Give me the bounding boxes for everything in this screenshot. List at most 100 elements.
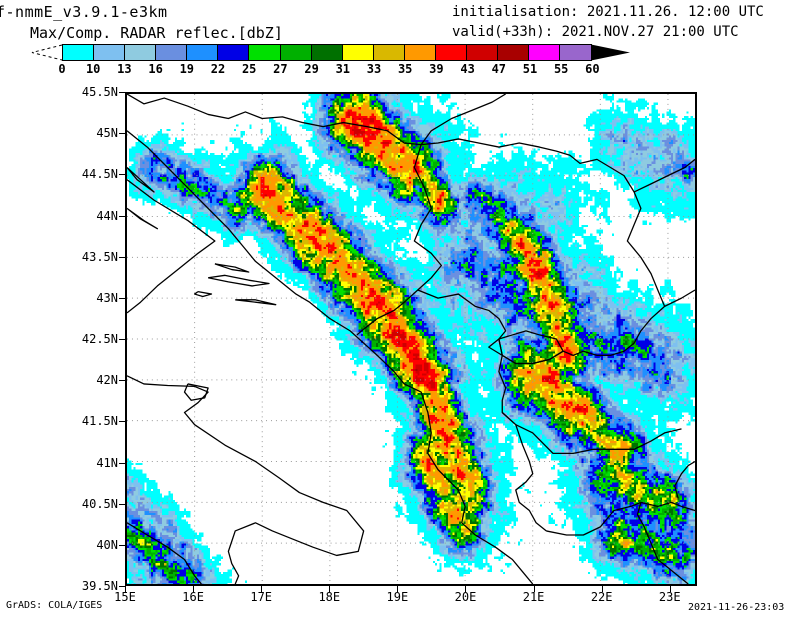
y-tick-41N: 41N xyxy=(96,455,118,470)
colorbar-tick-25: 25 xyxy=(241,62,257,76)
y-tick-mark xyxy=(119,174,125,176)
border-bosnia-serbia-border xyxy=(356,144,443,336)
colorbar-tick-27: 27 xyxy=(273,62,288,76)
y-tick-40N: 40N xyxy=(96,537,118,552)
grads-credit: GrADS: COLA/IGES xyxy=(6,600,103,611)
x-tick-21E: 21E xyxy=(522,590,545,604)
reflectivity-band-10dbz xyxy=(127,94,695,584)
colorbar: 0 10 13 16 19 22 25 27 29 31 33 35 39 43 47 51 55 60 xyxy=(30,44,690,76)
colorbar-swatch-29 xyxy=(311,45,343,60)
y-tick-mark xyxy=(119,339,125,340)
colorbar-swatch-27 xyxy=(280,45,312,60)
model-title: f-nmmE_v3.9.1-e3km xyxy=(0,3,168,21)
y-tick-mark xyxy=(119,421,125,423)
border-albania-mk-border xyxy=(498,338,547,532)
border-hungary-border xyxy=(420,94,506,145)
x-tick-18E: 18E xyxy=(318,590,341,604)
x-tick-mark xyxy=(465,586,467,592)
y-tick-45N: 45N xyxy=(96,126,118,141)
colorbar-tick-31: 31 xyxy=(335,62,351,76)
border-aegean-coast xyxy=(674,460,695,499)
y-tick-mark xyxy=(119,133,125,135)
x-tick-15E: 15E xyxy=(114,590,136,604)
colorbar-title: Max/Comp. RADAR reflec.[dbZ] xyxy=(30,24,283,42)
colorbar-tick-55: 55 xyxy=(553,62,569,76)
x-tick-16E: 16E xyxy=(182,590,204,604)
colorbar-swatch-16 xyxy=(156,45,188,60)
x-tick-mark xyxy=(261,586,263,592)
x-axis-labels: 15E 16E 17E 18E 19E 20E 21E 22E 23E xyxy=(114,590,697,608)
colorbar-tick-60: 60 xyxy=(585,62,600,76)
border-kosovo xyxy=(498,330,564,365)
border-island-hvar xyxy=(208,274,270,287)
colorbar-swatch-13 xyxy=(125,45,157,60)
radar-reflectivity-field xyxy=(127,94,695,584)
radar-map-plot[interactable] xyxy=(125,92,697,586)
border-macedonia-greece xyxy=(501,412,682,455)
y-tick-44N: 44N xyxy=(96,208,118,223)
x-tick-mark xyxy=(125,586,126,592)
y-tick-42.5N: 42.5N xyxy=(81,332,118,346)
y-tick-mark xyxy=(119,544,125,546)
colorbar-swatch-43 xyxy=(467,45,499,60)
y-tick-42N: 42N xyxy=(96,373,118,388)
render-stamp: 2021-11-26-23:03 xyxy=(688,602,785,613)
border-bulgaria-north xyxy=(664,289,695,307)
y-tick-39.5N: 39.5N xyxy=(81,579,118,593)
colorbar-overflow-arrow-icon xyxy=(591,44,631,61)
border-island-brac xyxy=(214,263,250,273)
x-tick-19E: 19E xyxy=(386,590,409,604)
colorbar-tick-51: 51 xyxy=(522,62,538,76)
colorbar-tick-16: 16 xyxy=(148,62,163,76)
y-tick-44.5N: 44.5N xyxy=(81,167,118,182)
x-tick-mark xyxy=(397,586,399,592)
y-tick-mark xyxy=(119,92,125,93)
colorbar-swatch-47 xyxy=(498,45,530,60)
reflectivity-band-47dbz xyxy=(415,368,418,372)
reflectivity-band-27dbz xyxy=(127,94,691,583)
colorbar-tick-22: 22 xyxy=(210,62,226,76)
border-island-dugi xyxy=(127,207,159,230)
border-adriatic-coast-italy xyxy=(127,179,216,314)
border-romania-border xyxy=(633,158,695,193)
colorbar-tick-43: 43 xyxy=(460,62,475,76)
y-tick-mark xyxy=(119,215,125,217)
colorbar-tick-47: 47 xyxy=(491,62,507,76)
y-tick-mark xyxy=(119,462,125,464)
y-tick-mark xyxy=(119,586,125,587)
colorbar-tick-39: 39 xyxy=(429,62,444,76)
radar-echo-layer xyxy=(127,94,695,584)
border-serbia-east xyxy=(421,138,666,357)
y-tick-40.5N: 40.5N xyxy=(81,496,118,511)
y-tick-43.5N: 43.5N xyxy=(81,249,118,264)
colorbar-swatch-33 xyxy=(373,45,405,60)
colorbar-swatch-35 xyxy=(404,45,436,60)
x-tick-17E: 17E xyxy=(250,590,273,604)
coastlines-and-borders xyxy=(127,94,695,584)
x-tick-20E: 20E xyxy=(454,590,477,604)
y-tick-mark xyxy=(119,380,125,382)
colorbar-tick-35: 35 xyxy=(397,62,413,76)
border-greece-thermaic xyxy=(636,502,689,584)
colorbar-swatch-25 xyxy=(249,45,281,60)
colorbar-swatch-39 xyxy=(435,45,468,60)
colorbar-tick-19: 19 xyxy=(179,62,195,76)
border-greece-north-coast xyxy=(640,501,695,512)
y-tick-41.5N: 41.5N xyxy=(81,414,118,429)
border-gargano-out xyxy=(183,383,209,401)
reflectivity-band-16dbz xyxy=(127,94,695,584)
x-tick-mark xyxy=(533,586,535,592)
border-island-korcula xyxy=(235,299,277,306)
border-island-pag xyxy=(127,167,155,193)
initialisation-time: initialisation: 2021.11.26. 12:00 UTC xyxy=(452,4,764,20)
border-italy-tyrrhenian xyxy=(127,522,202,584)
colorbar-swatch-19 xyxy=(187,45,219,60)
colorbar-tick-10: 10 xyxy=(85,62,101,76)
y-tick-mark xyxy=(119,256,125,258)
y-tick-mark xyxy=(119,503,125,505)
colorbar-underflow-arrow-icon xyxy=(31,44,63,61)
colorbar-swatch-10 xyxy=(94,45,126,60)
colorbar-swatch-31 xyxy=(342,45,374,60)
x-tick-mark xyxy=(669,586,671,592)
colorbar-tick-0: 0 xyxy=(58,62,66,76)
